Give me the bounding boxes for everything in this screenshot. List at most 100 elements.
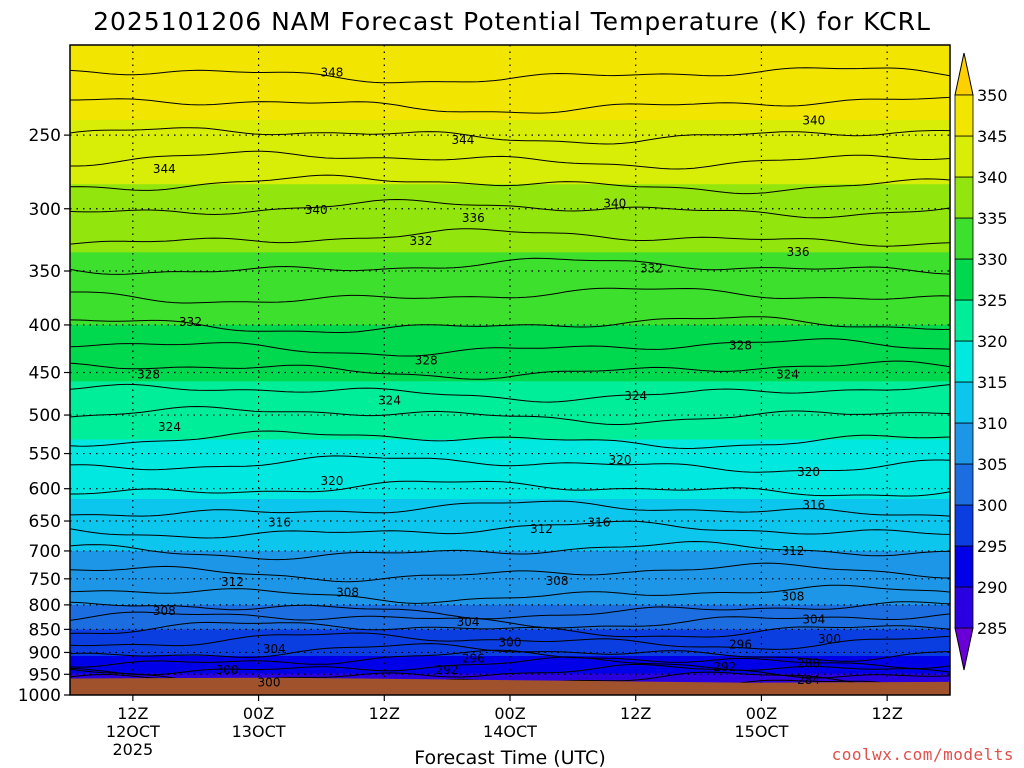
colorbar-label: 320	[977, 332, 1008, 351]
isentrope-line	[70, 198, 950, 219]
colorbar-label: 315	[977, 373, 1008, 392]
x-axis-label: Forecast Time (UTC)	[414, 747, 605, 768]
colorbar-swatch	[954, 135, 974, 178]
x-tick-label: 12Z	[871, 704, 902, 723]
isentrope-line	[70, 562, 950, 583]
isentrope-label: 320	[320, 474, 343, 488]
isentrope-label: 324	[776, 367, 799, 381]
y-tick-label: 1000	[18, 686, 61, 706]
y-tick-label: 350	[29, 262, 61, 282]
colorbar-label: 340	[977, 168, 1008, 187]
isentrope-label: 344	[451, 133, 474, 147]
isentrope-label: 300	[818, 632, 841, 646]
y-tick-label: 900	[29, 643, 61, 663]
isentrope-label: 332	[179, 315, 202, 329]
y-tick-label: 300	[29, 200, 61, 220]
x-tick-label: 12Z	[620, 704, 651, 723]
isentrope-label: 316	[802, 498, 825, 512]
isentrope-label: 284	[797, 673, 820, 687]
y-tick-label: 450	[29, 364, 61, 384]
isentrope-label: 348	[320, 65, 343, 79]
isentrope-label: 316	[268, 515, 291, 529]
isentrope-label: 312	[530, 522, 553, 536]
site-credit: coolwx.com/modelts	[832, 745, 1014, 764]
isentrope-label: 324	[624, 389, 647, 403]
isentrope-label: 340	[802, 113, 825, 127]
isentrope-label: 336	[787, 245, 810, 259]
isentrope-label: 296	[462, 652, 485, 666]
isentrope-line	[70, 228, 950, 247]
isentrope-label: 316	[588, 515, 611, 529]
colorbar-swatch	[954, 381, 974, 424]
isentrope-label: 308	[336, 586, 359, 600]
y-tick-label: 400	[29, 316, 61, 336]
isentrope-line	[70, 383, 950, 403]
isentrope-label: 328	[729, 339, 752, 353]
colorbar-label: 285	[977, 619, 1008, 638]
colorbar-swatch	[954, 176, 974, 219]
isentrope-line	[70, 540, 950, 561]
colorbar-label: 295	[977, 537, 1008, 556]
isentrope-line	[70, 643, 950, 662]
pressure-axis: 250 300 350 400 450 500 550 600 650 700 750 800 850 9…	[18, 126, 70, 706]
y-tick-label: 700	[29, 542, 61, 562]
x-tick-label: 12Z	[117, 704, 148, 723]
isentrope-label: 320	[797, 465, 820, 479]
isentrope-label: 308	[546, 574, 569, 588]
isentrope-label: 312	[221, 575, 244, 589]
isentrope-label: 340	[305, 203, 328, 217]
isentrope-label: 300	[499, 636, 522, 650]
isentrope-label: 324	[158, 420, 181, 434]
colorbar-swatch	[954, 463, 974, 506]
x-tick-label: 00Z	[243, 704, 274, 723]
isentrope-line	[70, 287, 950, 304]
isentrope-label: 344	[153, 162, 176, 176]
terrain-fill	[70, 677, 950, 695]
chart-title: 2025101206 NAM Forecast Potential Temper…	[93, 7, 931, 36]
isentrope-label: 300	[258, 676, 281, 690]
colorbar-label: 300	[977, 496, 1008, 515]
isentrope-label: 332	[640, 262, 663, 276]
isentrope-label: 304	[263, 642, 286, 656]
colorbar-swatch	[954, 504, 974, 547]
isentrope-label: 336	[462, 211, 485, 225]
isentrope-label: 304	[802, 613, 825, 627]
colorbar-swatch	[954, 340, 974, 383]
colorbar-label: 345	[977, 127, 1008, 146]
isentrope-label: 300	[216, 663, 239, 677]
isentrope-label: 304	[457, 615, 480, 629]
x-tick-label: 14OCT	[483, 722, 537, 741]
plot-area: 348 344 344 340 340 336 340 336 332 332 332 328 328 3…	[70, 45, 950, 695]
isentrope-line	[70, 632, 950, 650]
x-tick-label: 13OCT	[232, 722, 286, 741]
x-tick-label: 12OCT	[106, 722, 160, 741]
isentrope-line	[70, 621, 950, 638]
isentrope-labels: 348 344 344 340 340 336 340 336 332 332 332 328 328 3…	[137, 65, 841, 689]
isentrope-label: 324	[378, 393, 401, 407]
colorbar-upper-extension	[954, 52, 974, 96]
isentrope-line	[70, 611, 950, 629]
y-tick-label: 850	[29, 620, 61, 640]
x-tick-label: 00Z	[746, 704, 777, 723]
isentrope-label: 292	[436, 663, 459, 677]
colorbar-label: 335	[977, 209, 1008, 228]
isentrope-label: 292	[713, 660, 736, 674]
colorbar-swatch	[954, 586, 974, 629]
isentrope-label: 340	[603, 196, 626, 210]
colorbar-label: 310	[977, 414, 1008, 433]
isentrope-label: 312	[781, 544, 804, 558]
isentrope-line	[70, 430, 950, 450]
isentrope-label: 328	[137, 367, 160, 381]
y-tick-label: 600	[29, 480, 61, 500]
isentrope-line	[70, 127, 950, 145]
isentrope-label: 296	[729, 637, 752, 651]
isentrope-line	[70, 500, 950, 517]
colorbar-label: 290	[977, 578, 1008, 597]
isentrope-label: 308	[153, 604, 176, 618]
colorbar-label: 330	[977, 250, 1008, 269]
x-tick-label: 15OCT	[734, 722, 788, 741]
colorbar-swatch	[954, 94, 974, 137]
isentrope-line	[70, 480, 950, 497]
